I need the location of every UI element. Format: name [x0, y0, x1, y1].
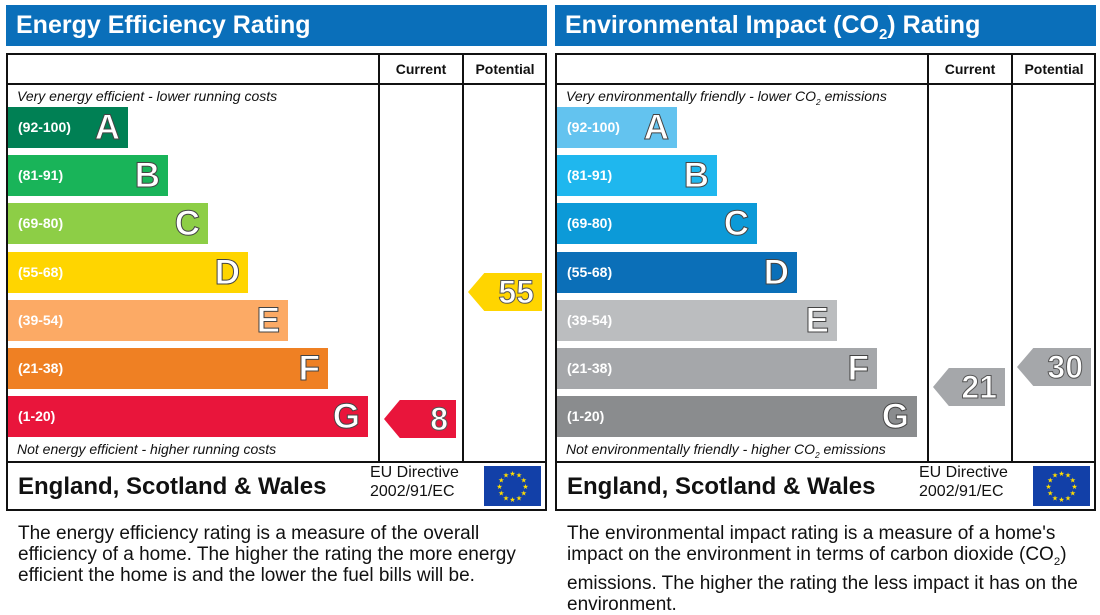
band-g: (1-20) G	[557, 396, 917, 437]
eu-line-1: EU Directive	[370, 464, 459, 481]
svg-text:★: ★	[1070, 490, 1076, 498]
band-range: (81-91)	[567, 167, 613, 183]
band-f: (21-38) F	[557, 348, 877, 389]
band-range: (21-38)	[567, 360, 613, 376]
band-d: (55-68) D	[8, 252, 248, 293]
environmental-impact-panel: Environmental Impact (CO2) Rating Curren…	[555, 0, 1096, 615]
band-b: (81-91) B	[557, 155, 717, 196]
description: The energy efficiency rating is a measur…	[18, 523, 516, 586]
svg-text:★: ★	[1065, 472, 1071, 480]
band-range: (1-20)	[18, 408, 56, 424]
band-range: (69-80)	[18, 215, 64, 231]
svg-text:★: ★	[509, 470, 515, 478]
band-b: (81-91) B	[8, 155, 168, 196]
band-letter: F	[298, 349, 320, 389]
band-letter: A	[643, 108, 669, 148]
band-range: (39-54)	[567, 312, 613, 328]
band-letter: C	[723, 204, 749, 244]
band-g: (1-20) G	[8, 396, 368, 437]
band-letter: E	[805, 301, 829, 341]
svg-text:★: ★	[1070, 477, 1076, 485]
band-range: (81-91)	[18, 167, 64, 183]
energy-efficiency-panel: Energy Efficiency Rating Current Potenti…	[6, 0, 547, 612]
svg-text:★: ★	[1065, 494, 1071, 502]
eu-directive: EU Directive 2002/91/EC	[919, 463, 1008, 501]
band-range: (39-54)	[18, 312, 64, 328]
potential-column-header: Potential	[1024, 61, 1084, 77]
band-e: (39-54) E	[557, 300, 837, 341]
band-a: (92-100) A	[8, 107, 128, 148]
rating-table: Current Potential Very environmentally f…	[555, 53, 1096, 511]
band-letter: G	[332, 397, 360, 437]
band-c: (69-80) C	[8, 203, 208, 244]
band-range: (1-20)	[567, 408, 605, 424]
current-rating-arrow: 21	[933, 368, 1005, 406]
band-letter: B	[683, 156, 709, 196]
svg-text:★: ★	[498, 490, 504, 498]
svg-text:★: ★	[1058, 470, 1064, 478]
eu-line-1: EU Directive	[919, 464, 1008, 481]
band-range: (21-38)	[18, 360, 64, 376]
svg-text:★: ★	[496, 483, 502, 491]
svg-text:★: ★	[1052, 472, 1058, 480]
band-letter: E	[256, 301, 280, 341]
top-note: Very energy efficient - lower running co…	[17, 88, 278, 104]
band-range: (92-100)	[567, 119, 620, 135]
band-letter: B	[134, 156, 160, 196]
band-letter: D	[214, 253, 240, 293]
svg-text:★: ★	[1071, 483, 1077, 491]
eu-line-2: 2002/91/EC	[370, 483, 455, 500]
svg-text:★: ★	[503, 472, 509, 480]
svg-text:★: ★	[503, 494, 509, 502]
band-letter: G	[881, 397, 909, 437]
potential-rating-arrow: 30	[1017, 348, 1091, 386]
svg-text:★: ★	[522, 483, 528, 491]
bottom-note: Not energy efficient - higher running co…	[17, 441, 277, 457]
band-range: (55-68)	[18, 264, 64, 280]
current-column-header: Current	[944, 61, 996, 77]
potential-rating-arrow: 55	[468, 273, 542, 311]
band-range: (69-80)	[567, 215, 613, 231]
band-e: (39-54) E	[8, 300, 288, 341]
svg-text:★: ★	[498, 477, 504, 485]
panel-title: Energy Efficiency Rating	[6, 5, 547, 46]
panel-title: Environmental Impact (CO2) Rating	[555, 5, 1096, 46]
svg-text:★: ★	[1047, 477, 1053, 485]
eu-line-2: 2002/91/EC	[919, 483, 1004, 500]
svg-text:★: ★	[1047, 490, 1053, 498]
eu-directive: EU Directive 2002/91/EC	[370, 463, 459, 501]
svg-text:★: ★	[516, 494, 522, 502]
band-letter: D	[763, 253, 789, 293]
band-d: (55-68) D	[557, 252, 797, 293]
rating-table: Current Potential Very energy efficient …	[6, 53, 547, 511]
band-a: (92-100) A	[557, 107, 677, 148]
region-label: England, Scotland & Wales	[567, 473, 876, 500]
description: The environmental impact rating is a mea…	[567, 523, 1078, 615]
svg-text:★: ★	[509, 496, 515, 504]
top-note: Very environmentally friendly - lower CO…	[566, 88, 887, 107]
svg-text:★: ★	[1058, 496, 1064, 504]
svg-text:★: ★	[521, 490, 527, 498]
eu-flag-icon: ★ ★ ★ ★ ★ ★ ★ ★ ★ ★ ★ ★	[484, 466, 541, 506]
band-range: (92-100)	[18, 119, 71, 135]
band-letter: F	[847, 349, 869, 389]
potential-column-header: Potential	[475, 61, 535, 77]
region-label: England, Scotland & Wales	[18, 473, 327, 500]
current-column-header: Current	[395, 61, 447, 77]
band-f: (21-38) F	[8, 348, 328, 389]
svg-text:★: ★	[516, 472, 522, 480]
band-letter: C	[174, 204, 200, 244]
band-letter: A	[94, 108, 120, 148]
eu-flag-icon: ★ ★ ★ ★ ★ ★ ★ ★ ★ ★ ★ ★	[1033, 466, 1090, 506]
band-range: (55-68)	[567, 264, 613, 280]
svg-text:★: ★	[521, 477, 527, 485]
svg-text:★: ★	[1052, 494, 1058, 502]
current-rating-arrow: 8	[384, 400, 456, 438]
svg-text:★: ★	[1045, 483, 1051, 491]
bottom-note: Not environmentally friendly - higher CO…	[566, 441, 886, 460]
band-c: (69-80) C	[557, 203, 757, 244]
